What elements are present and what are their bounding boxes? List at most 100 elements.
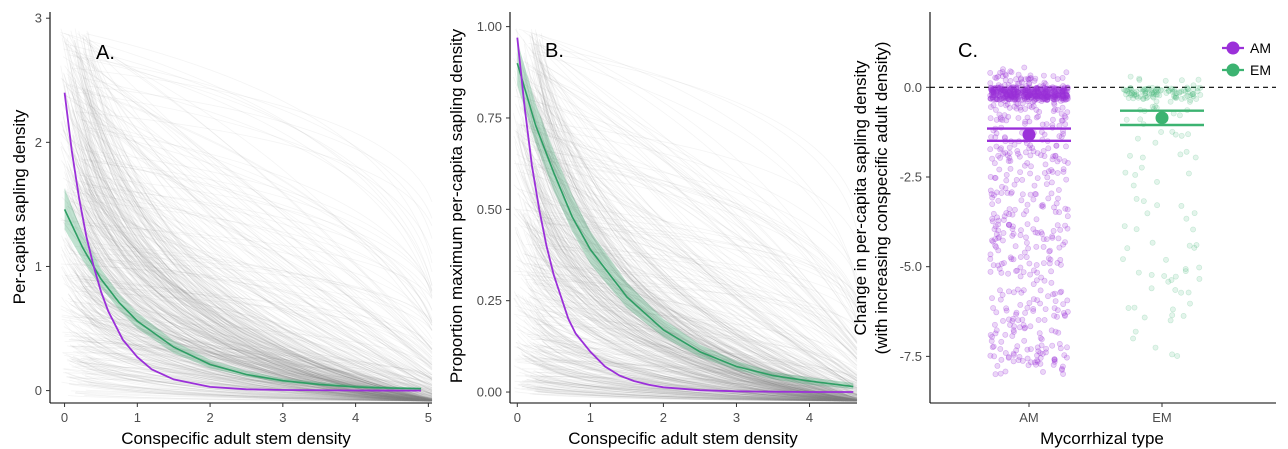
point-am	[1038, 91, 1045, 98]
point-am	[987, 268, 994, 275]
background-species-curve	[88, 228, 433, 402]
point-am	[1063, 143, 1069, 150]
point-am	[999, 117, 1006, 123]
point-am	[1013, 76, 1019, 83]
background-species-curve	[542, 110, 858, 402]
point-am	[1056, 187, 1062, 193]
point-em	[1135, 94, 1142, 101]
background-species-curve	[78, 123, 433, 401]
background-species-curve	[519, 106, 858, 379]
background-species-curve	[527, 335, 858, 397]
point-am	[1059, 87, 1066, 94]
point-am	[1050, 227, 1057, 234]
background-species-curve	[528, 287, 858, 399]
point-am	[997, 346, 1004, 352]
point-em	[1123, 91, 1129, 98]
background-species-curve	[61, 249, 433, 401]
background-species-curve	[532, 45, 858, 402]
background-species-curve	[537, 73, 858, 329]
background-species-curve	[524, 274, 858, 402]
background-species-curve	[90, 358, 433, 402]
point-em	[1127, 73, 1134, 80]
background-species-curve	[76, 352, 433, 402]
background-species-curve	[89, 258, 433, 361]
background-species-curve	[71, 366, 433, 401]
background-species-curve	[524, 97, 858, 388]
background-species-curve	[532, 327, 858, 402]
point-am	[1023, 149, 1029, 156]
point-am	[1001, 213, 1008, 220]
background-species-curve	[515, 173, 858, 402]
background-species-curve	[536, 96, 858, 402]
background-species-curve	[525, 244, 858, 308]
background-species-curve	[539, 271, 858, 401]
background-species-curve	[529, 120, 858, 242]
background-species-curve	[528, 110, 858, 398]
background-species-curve	[60, 305, 433, 400]
point-am	[1017, 273, 1024, 280]
point-em	[1137, 116, 1144, 123]
background-species-curve	[83, 47, 433, 401]
background-species-curve	[84, 374, 433, 396]
background-species-curve	[66, 358, 433, 402]
point-am	[993, 91, 1000, 97]
background-species-curve	[85, 158, 433, 294]
background-species-curve	[83, 76, 433, 402]
point-am	[1039, 96, 1046, 102]
point-am	[1056, 244, 1063, 251]
point-am	[1058, 133, 1065, 140]
background-species-curve	[536, 247, 858, 319]
background-species-curve	[516, 255, 858, 401]
point-am	[999, 91, 1006, 98]
background-species-curve	[81, 180, 433, 384]
background-species-curve	[75, 39, 433, 401]
background-species-curve	[79, 140, 433, 402]
point-em	[1169, 312, 1176, 319]
background-species-curve	[540, 159, 858, 302]
background-species-curve	[61, 316, 433, 393]
point-am	[1041, 72, 1047, 79]
background-species-curve	[72, 285, 433, 398]
panel-c-axes: 0.0 -2.5 -5.0 -7.5 AM EM	[900, 12, 1276, 425]
point-am	[1049, 233, 1055, 240]
point-am	[998, 190, 1005, 196]
background-species-curve	[520, 174, 858, 401]
point-am	[1032, 93, 1038, 99]
background-species-curve	[539, 163, 858, 400]
point-am	[1040, 92, 1046, 99]
background-species-curve	[64, 276, 433, 402]
background-species-curve	[533, 386, 858, 402]
background-species-curve	[538, 327, 858, 402]
background-species-curve	[516, 226, 858, 402]
background-species-curve	[79, 257, 433, 399]
point-em	[1186, 242, 1193, 249]
mean-dot-am	[1022, 128, 1036, 142]
panel-a: 0 1 2 3 4 5 0 1 2 3 A. Conspecific adult stem den…	[10, 11, 433, 448]
background-species-curve	[88, 177, 433, 401]
background-species-curve	[533, 91, 858, 402]
point-am	[1059, 87, 1065, 94]
point-am	[1013, 86, 1020, 92]
background-species-curve	[520, 225, 858, 377]
background-species-curve	[71, 123, 433, 388]
point-am	[1051, 204, 1057, 211]
background-species-curve	[62, 177, 433, 387]
point-am	[1062, 114, 1069, 121]
point-am	[1011, 323, 1017, 330]
point-am	[997, 91, 1004, 97]
point-am	[1039, 96, 1046, 103]
background-species-curve	[533, 319, 858, 402]
point-am	[1047, 256, 1054, 263]
background-species-curve	[88, 186, 433, 299]
point-am	[1017, 301, 1024, 308]
point-am	[1044, 96, 1051, 103]
point-am	[1002, 368, 1009, 375]
point-em	[1132, 171, 1139, 178]
background-species-curve	[74, 158, 433, 364]
background-species-curve	[514, 358, 858, 395]
background-species-curve	[79, 302, 433, 402]
background-species-curve	[74, 392, 433, 402]
point-am	[998, 356, 1005, 363]
background-species-curve	[67, 293, 433, 402]
background-species-curve	[69, 249, 433, 390]
